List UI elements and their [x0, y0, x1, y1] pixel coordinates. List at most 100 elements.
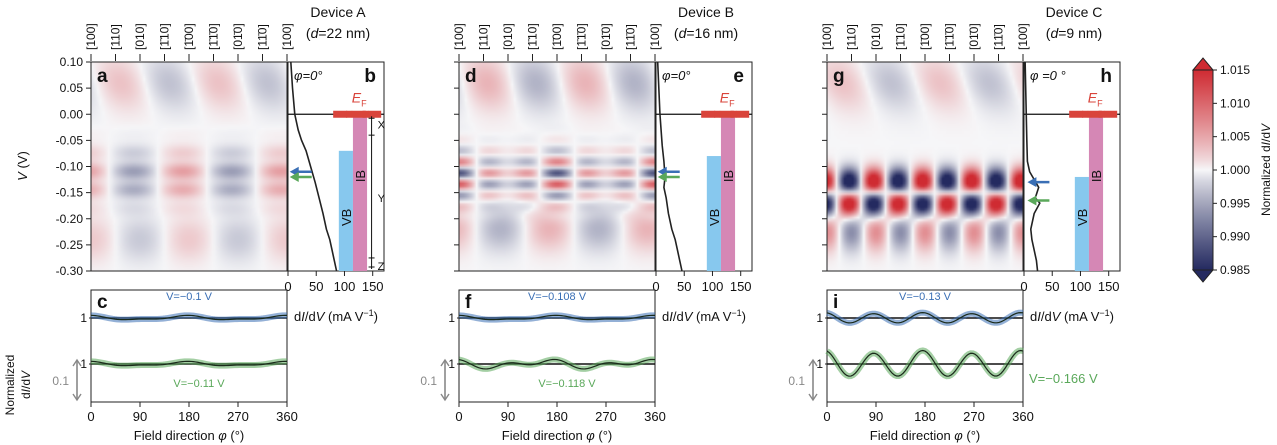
phi-axis-label: Field direction φ (°)	[134, 428, 245, 443]
direction-label: [010]	[869, 23, 883, 50]
direction-label: [01̄0]	[231, 23, 245, 50]
ef-label: EF	[1088, 89, 1103, 108]
spectrum-frame	[1023, 61, 1121, 272]
spectrum-frame	[655, 61, 753, 272]
direction-label: [1̄1̄0]	[943, 23, 957, 50]
direction-label: [110]	[845, 24, 859, 50]
panel-letter-h: h	[1100, 66, 1112, 87]
v-tick-label: -0.15	[56, 186, 84, 200]
ib-bar	[352, 114, 368, 271]
phi-tick-label: 180	[178, 409, 200, 424]
colorbar-tick-label: 1.000	[1220, 163, 1250, 177]
fermi-dash	[730, 110, 737, 118]
didv-tick-label: 150	[730, 279, 752, 294]
fermi-dash	[701, 110, 716, 118]
vb-label: VB	[339, 209, 354, 226]
colorbar-tick-label: 1.005	[1220, 130, 1250, 144]
direction-label: [100]	[280, 23, 294, 50]
colorbar-tick-label: 0.990	[1220, 230, 1250, 244]
phi-tick-label: 360	[276, 409, 298, 424]
direction-label: [1̄10]	[158, 23, 172, 50]
device-thickness: (d=9 nm)	[1046, 25, 1102, 41]
didv-tick-label: 0	[1020, 279, 1027, 294]
direction-label: [11̄0]	[256, 24, 270, 50]
ef-label: EF	[352, 89, 367, 108]
v-blue-label: V=−0.108 V	[528, 291, 587, 303]
v-axis-label: V (V)	[15, 151, 30, 181]
v-green-label: V=−0.118 V	[538, 378, 596, 390]
didv-tick-label: 100	[1070, 279, 1092, 294]
scale-bar-label: 0.1	[52, 374, 69, 388]
device-title: Device B	[678, 4, 734, 20]
colorbar-tick-label: 0.995	[1220, 196, 1250, 210]
didv-axis-label: dI/dV (mA V−1)	[1030, 308, 1114, 324]
phi-label: φ=0°	[294, 68, 323, 83]
green-arrow-head	[289, 171, 299, 182]
spectrum-curve	[290, 61, 338, 272]
panel-letter-c: c	[97, 292, 108, 313]
fermi-dash	[351, 110, 366, 118]
v-tick-label: -0.20	[56, 212, 84, 226]
region-z: Z	[378, 261, 385, 273]
phi-tick-label: 0	[455, 409, 462, 424]
v-tick-label: -0.25	[56, 238, 84, 252]
ib-label: IB	[353, 170, 368, 182]
didv-axis-label: dI/dV (mA V−1)	[662, 308, 746, 324]
direction-label: [11̄0]	[992, 24, 1006, 50]
v-tick-label: -0.10	[56, 160, 84, 174]
fermi-dash	[1082, 110, 1089, 118]
didv-tick-label: 150	[1098, 279, 1120, 294]
scale-bar-head	[808, 393, 818, 402]
direction-label: [010]	[133, 23, 147, 50]
scale-bar-label: 0.1	[788, 374, 805, 388]
scale-bar-label: 0.1	[420, 374, 437, 388]
phi-tick-label: 90	[133, 409, 147, 424]
direction-label: [11̄0]	[624, 24, 638, 50]
vb-label: VB	[707, 209, 722, 226]
osc-fit-line	[458, 314, 656, 321]
osc-fit-line	[826, 349, 1024, 377]
ib-label: IB	[721, 170, 736, 182]
fermi-dash	[714, 110, 721, 118]
osc-fit-line	[90, 314, 288, 321]
spectrum-frame	[287, 61, 385, 272]
colorbar-label: Normalized dI/dV	[1259, 123, 1273, 216]
scale-bar-head	[72, 358, 82, 367]
fermi-dash	[736, 110, 750, 118]
direction-label: [100]	[648, 23, 662, 50]
vb-label: VB	[1075, 209, 1090, 226]
phi-tick-label: 180	[546, 409, 568, 424]
direction-label: [100]	[84, 23, 98, 50]
phi-tick-label: 90	[869, 409, 883, 424]
colorbar	[1192, 69, 1214, 271]
phi-tick-label: 360	[644, 409, 666, 424]
panel-letter-e: e	[733, 66, 744, 87]
phi-label: φ =0 °	[1030, 68, 1066, 83]
panel-letter-a: a	[97, 66, 108, 87]
didv-tick-label: 0	[652, 279, 659, 294]
panel-letter-b: b	[364, 66, 376, 87]
direction-label: [100]	[820, 23, 834, 50]
ef-label: EF	[720, 89, 735, 108]
phi-tick-label: 360	[1012, 409, 1034, 424]
panel-letter-d: d	[465, 66, 477, 87]
v-green-label: V=−0.166 V	[1029, 371, 1098, 386]
osc-one-label: 1	[80, 357, 87, 371]
osc-fit-line	[826, 311, 1024, 324]
direction-label: [100]	[1016, 23, 1030, 50]
region-x: X	[378, 120, 386, 132]
colorbar-tick-label: 1.015	[1220, 63, 1250, 77]
fermi-dash	[1087, 110, 1102, 118]
heatmap-a	[91, 62, 287, 271]
ib-bar	[1088, 114, 1104, 271]
panel-letter-i: i	[833, 292, 838, 313]
osc-one-label: 1	[816, 357, 823, 371]
v-tick-label: 0.10	[60, 55, 84, 69]
vb-bar	[1074, 176, 1089, 271]
didv-tick-label: 100	[334, 279, 356, 294]
phi-tick-label: 0	[87, 409, 94, 424]
fermi-dash	[1104, 110, 1118, 118]
direction-label: [1̄00]	[550, 23, 564, 50]
direction-label: [1̄00]	[182, 23, 196, 50]
